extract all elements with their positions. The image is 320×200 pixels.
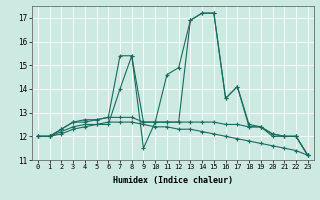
X-axis label: Humidex (Indice chaleur): Humidex (Indice chaleur) xyxy=(113,176,233,185)
